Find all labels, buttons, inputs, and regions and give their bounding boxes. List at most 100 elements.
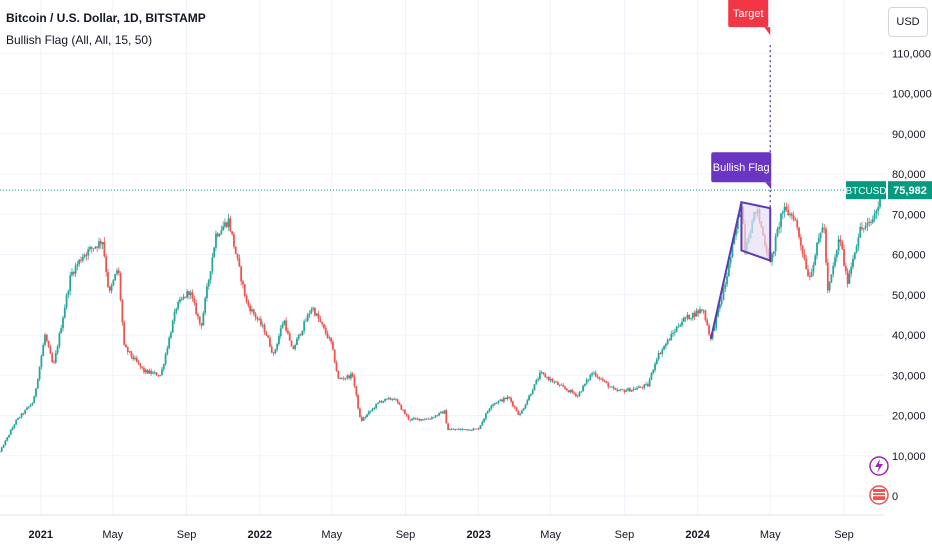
candle-body bbox=[67, 290, 70, 295]
candle-body bbox=[65, 294, 68, 308]
candle-body bbox=[323, 324, 325, 328]
candle-body bbox=[125, 344, 127, 348]
candle-body bbox=[484, 413, 487, 419]
candle-body bbox=[812, 264, 815, 273]
candle-body bbox=[121, 299, 124, 323]
candle-body bbox=[89, 247, 91, 250]
candle-body bbox=[533, 383, 536, 391]
candle-body bbox=[328, 337, 331, 339]
candle-body bbox=[99, 241, 102, 245]
candle-body bbox=[33, 396, 36, 404]
candle-body bbox=[727, 263, 730, 277]
candle-body bbox=[470, 430, 473, 432]
candle-body bbox=[229, 218, 232, 232]
candle-body bbox=[652, 370, 655, 373]
candle-body bbox=[625, 390, 628, 392]
candle-body bbox=[549, 379, 552, 381]
candle-body bbox=[294, 345, 297, 350]
candle-body bbox=[825, 228, 827, 263]
candle-body bbox=[798, 227, 800, 238]
currency-button[interactable]: USD bbox=[888, 7, 928, 37]
candle-body bbox=[493, 403, 496, 405]
candle-body bbox=[62, 317, 64, 329]
candle-body bbox=[738, 214, 741, 218]
candle-body bbox=[475, 428, 478, 430]
candle-body bbox=[296, 338, 298, 346]
candle-body bbox=[772, 251, 775, 254]
indicator-legend[interactable]: Bullish Flag (All, All, 15, 50) bbox=[6, 33, 153, 47]
candle-body bbox=[848, 273, 851, 284]
candle-body bbox=[600, 378, 602, 380]
candle-body bbox=[380, 401, 383, 403]
candle-body bbox=[24, 409, 27, 414]
candle-body bbox=[53, 361, 55, 363]
candle-body bbox=[207, 279, 210, 287]
candle-body bbox=[868, 222, 871, 223]
candle-body bbox=[805, 258, 808, 270]
candle-body bbox=[691, 312, 694, 319]
candle-body bbox=[828, 282, 831, 291]
candle-body bbox=[666, 339, 669, 344]
candle-body bbox=[463, 429, 466, 430]
candle-body bbox=[285, 320, 288, 331]
candle-body bbox=[375, 403, 378, 409]
x-tick-label: Sep bbox=[834, 529, 854, 541]
candle-body bbox=[852, 258, 854, 267]
y-tick-label: 30,000 bbox=[892, 370, 926, 382]
candle-body bbox=[29, 405, 32, 407]
candle-body bbox=[524, 404, 527, 409]
candle-body bbox=[808, 276, 811, 277]
candle-body bbox=[168, 337, 171, 349]
candle-body bbox=[146, 369, 149, 374]
candle-body bbox=[495, 403, 498, 404]
candle-body bbox=[582, 385, 584, 392]
candle-body bbox=[288, 333, 291, 341]
candle-body bbox=[513, 405, 516, 408]
labels: Target Bullish Flag BTCUSD 75,982 bbox=[711, 0, 932, 505]
candle-body bbox=[414, 418, 417, 420]
candle-body bbox=[488, 408, 491, 412]
candle-body bbox=[817, 238, 820, 243]
candle-body bbox=[537, 379, 539, 381]
candle-body bbox=[735, 228, 737, 236]
candle-body bbox=[216, 233, 219, 237]
x-tick-label: 2021 bbox=[29, 529, 53, 541]
lightning-icon[interactable] bbox=[869, 456, 889, 476]
candle-body bbox=[281, 324, 284, 329]
candle-body bbox=[348, 375, 351, 379]
candle-body bbox=[364, 416, 367, 418]
candle-body bbox=[396, 399, 399, 403]
candle-body bbox=[612, 386, 615, 389]
candle-body bbox=[2, 445, 5, 448]
candle-body bbox=[778, 227, 781, 229]
candle-body bbox=[465, 429, 467, 431]
candle-body bbox=[713, 328, 716, 331]
candle-body bbox=[189, 292, 192, 296]
candle-body bbox=[18, 417, 21, 419]
candle-body bbox=[110, 285, 113, 291]
candle-body bbox=[303, 321, 306, 331]
candle-body bbox=[830, 274, 833, 283]
candle-body bbox=[538, 372, 541, 380]
candle-body bbox=[592, 372, 595, 374]
candle-body bbox=[450, 429, 453, 430]
candle-body bbox=[697, 310, 700, 314]
candle-body bbox=[780, 213, 782, 228]
candle-body bbox=[209, 271, 212, 280]
candle-body bbox=[108, 286, 111, 291]
candle-body bbox=[785, 206, 788, 210]
flag-icon[interactable] bbox=[869, 485, 889, 505]
candle-body bbox=[605, 381, 608, 383]
candle-body bbox=[186, 291, 189, 298]
candle-body bbox=[841, 242, 844, 250]
candle-body bbox=[357, 395, 360, 409]
candle-body bbox=[117, 270, 120, 274]
candle-body bbox=[184, 296, 187, 298]
candle-body bbox=[821, 227, 824, 233]
candle-body bbox=[391, 399, 394, 400]
flag-icon-stripe bbox=[873, 495, 885, 497]
candle-body bbox=[326, 333, 329, 338]
candle-body bbox=[454, 429, 457, 431]
